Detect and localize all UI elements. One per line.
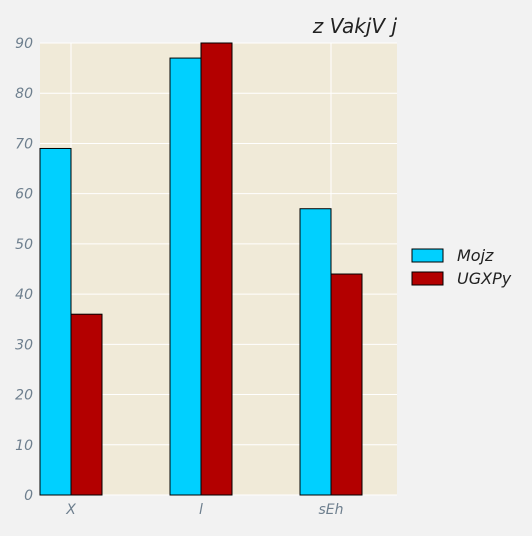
bar-UGXPy-l xyxy=(200,42,233,496)
chart-title: z VakjV j xyxy=(312,14,398,38)
legend-swatch-UGXPy xyxy=(411,271,444,286)
y-tick-label: 20 xyxy=(15,388,33,404)
legend-label: UGXPy xyxy=(457,269,512,288)
legend: Mojz UGXPy xyxy=(411,246,512,288)
y-tick-label: 80 xyxy=(15,86,33,102)
x-tick-label: sEh xyxy=(318,502,343,518)
bar-Mojz-l xyxy=(169,57,202,496)
legend-label: Mojz xyxy=(457,246,494,265)
y-tick-label: 40 xyxy=(15,287,33,303)
y-tick-label: 50 xyxy=(15,237,33,253)
y-tick-label: 90 xyxy=(15,36,33,52)
legend-swatch-Mojz xyxy=(411,248,444,263)
y-tick-label: 30 xyxy=(15,337,33,353)
x-tick-label: X xyxy=(65,502,76,518)
y-axis-ticks: 0 10 20 30 40 50 60 70 80 90 xyxy=(15,36,33,504)
bar-UGXPy-sEh xyxy=(330,273,363,496)
y-tick-label: 70 xyxy=(15,136,33,152)
bar-Mojz-sEh xyxy=(299,208,332,496)
y-tick-label: 60 xyxy=(15,187,33,203)
y-tick-label: 0 xyxy=(24,488,33,504)
y-tick-label: 10 xyxy=(15,438,33,454)
bars xyxy=(39,42,363,496)
bar-UGXPy-X xyxy=(70,313,103,496)
x-tick-label: l xyxy=(199,502,203,518)
bar-Mojz-X xyxy=(39,147,72,496)
